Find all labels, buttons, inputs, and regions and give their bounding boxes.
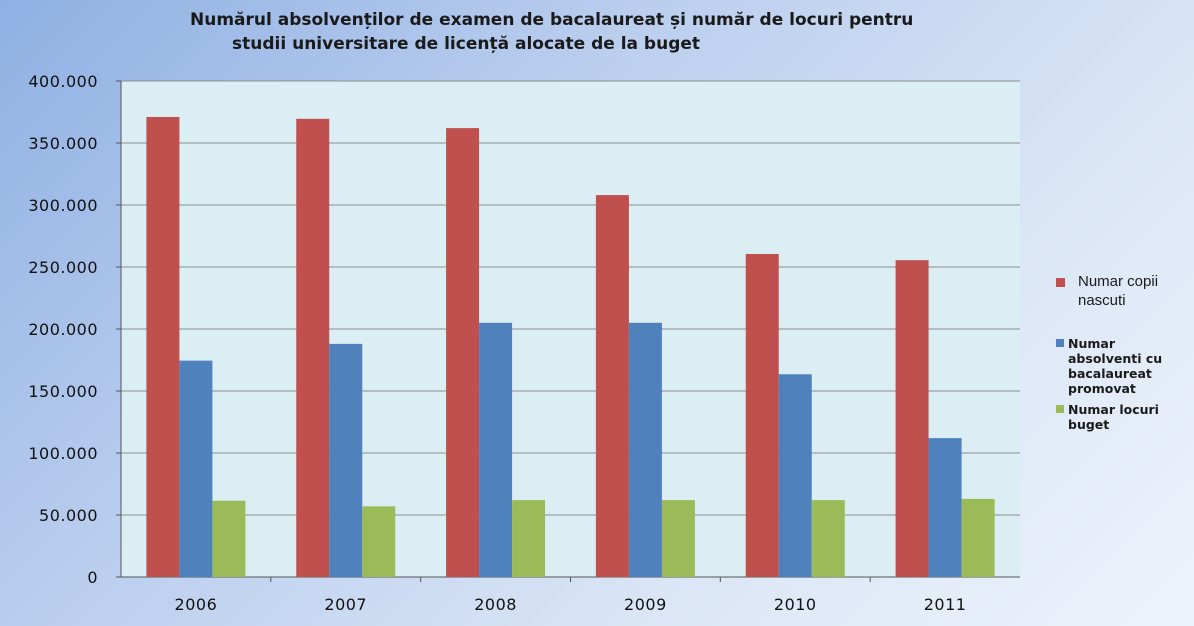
bar-2006-series-2 [179, 360, 213, 577]
bar-2008-series-1 [446, 128, 480, 577]
legend-swatch-series-3 [1056, 405, 1064, 413]
x-tick-label: 2010 [774, 595, 817, 614]
bar-2009-series-2 [628, 322, 662, 577]
bar-2010-series-3 [811, 500, 845, 577]
legend-item-series-1: Numar copii nascuti [1054, 272, 1190, 310]
bar-2010-series-1 [745, 253, 779, 578]
bar-2010-series-2 [778, 374, 812, 577]
bar-2008-series-2 [479, 322, 513, 577]
x-tick-label: 2006 [175, 595, 218, 614]
chart-legend: Numar copii nascuti Numar absolventi cu … [1054, 272, 1190, 438]
y-tick-label: 150.000 [28, 382, 98, 401]
x-tick-label: 2011 [924, 595, 967, 614]
bar-2007-series-2 [329, 343, 363, 577]
chart-title-line2: studii universitare de licență alocate d… [232, 34, 701, 54]
y-tick-label: 0 [87, 568, 98, 587]
bar-2009-series-3 [661, 500, 695, 577]
chart-title-line1: Numărul absolvenților de examen de bacal… [190, 10, 914, 30]
bar-2007-series-1 [296, 118, 330, 577]
bar-2006-series-3 [212, 500, 246, 577]
bar-2011-series-2 [928, 438, 962, 577]
legend-label-series-3: Numar locuri buget [1068, 402, 1159, 432]
bar-2006-series-1 [146, 116, 180, 578]
y-tick-label: 250.000 [28, 258, 98, 277]
bar-2011-series-1 [895, 260, 929, 577]
legend-label-series-2: Numar absolventi cu bacalaureat promovat [1068, 336, 1163, 396]
y-tick-label: 350.000 [28, 134, 98, 153]
legend-swatch-series-2 [1056, 339, 1064, 347]
chart-title: Numărul absolvenților de examen de bacal… [150, 8, 1090, 56]
x-tick-label: 2009 [624, 595, 667, 614]
x-tick-label: 2007 [324, 595, 367, 614]
bar-2011-series-3 [961, 498, 995, 577]
y-tick-label: 200.000 [28, 320, 98, 339]
y-tick-label: 50.000 [39, 506, 98, 525]
y-tick-label: 300.000 [28, 196, 98, 215]
legend-item-series-2: Numar absolventi cu bacalaureat promovat [1054, 336, 1190, 396]
legend-swatch-series-1 [1056, 278, 1065, 287]
bar-2008-series-3 [512, 500, 546, 577]
y-tick-label: 100.000 [28, 444, 98, 463]
bar-2009-series-1 [595, 195, 629, 577]
legend-item-series-3: Numar locuri buget [1054, 402, 1190, 432]
bar-2007-series-3 [362, 506, 396, 577]
y-tick-label: 400.000 [28, 72, 98, 91]
x-tick-label: 2008 [474, 595, 517, 614]
legend-label-series-1: Numar copii nascuti [1078, 273, 1159, 309]
